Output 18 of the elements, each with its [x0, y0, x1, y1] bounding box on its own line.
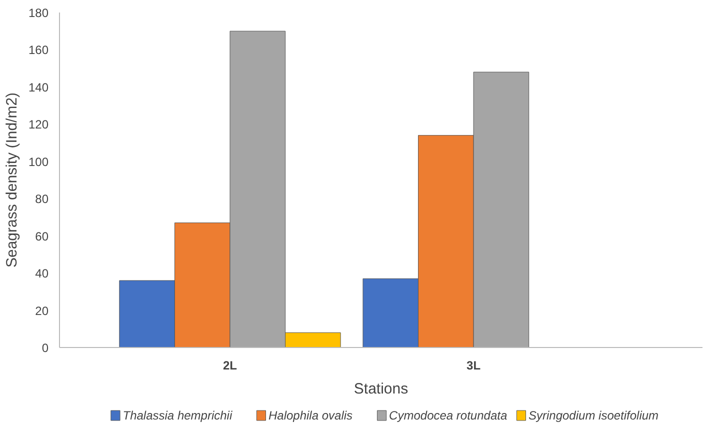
y-tick-label: 40: [35, 266, 49, 281]
x-tick-label: 3L: [466, 358, 481, 372]
y-tick-label: 160: [28, 43, 49, 58]
y-tick-label: 20: [35, 304, 49, 318]
y-tick-label: 80: [35, 192, 49, 206]
y-tick-label: 0: [42, 341, 49, 355]
legend-label: Thalassia hemprichii: [122, 408, 232, 422]
y-tick-label: 140: [28, 80, 49, 94]
legend-label: Cymodocea rotundata: [389, 408, 508, 422]
y-axis-title: Seagrass density (Ind/m2): [3, 92, 20, 268]
y-tick-label: 100: [28, 154, 49, 169]
x-axis-title: Stations: [354, 380, 408, 398]
x-tick-label: 2L: [222, 358, 238, 372]
legend-label: Syringodium isoetifolium: [528, 408, 659, 422]
legend-label: Halophila ovalis: [268, 408, 353, 422]
y-tick-label: 180: [28, 6, 49, 20]
y-tick-label: 120: [28, 118, 49, 132]
y-tick-label: 60: [35, 229, 49, 244]
